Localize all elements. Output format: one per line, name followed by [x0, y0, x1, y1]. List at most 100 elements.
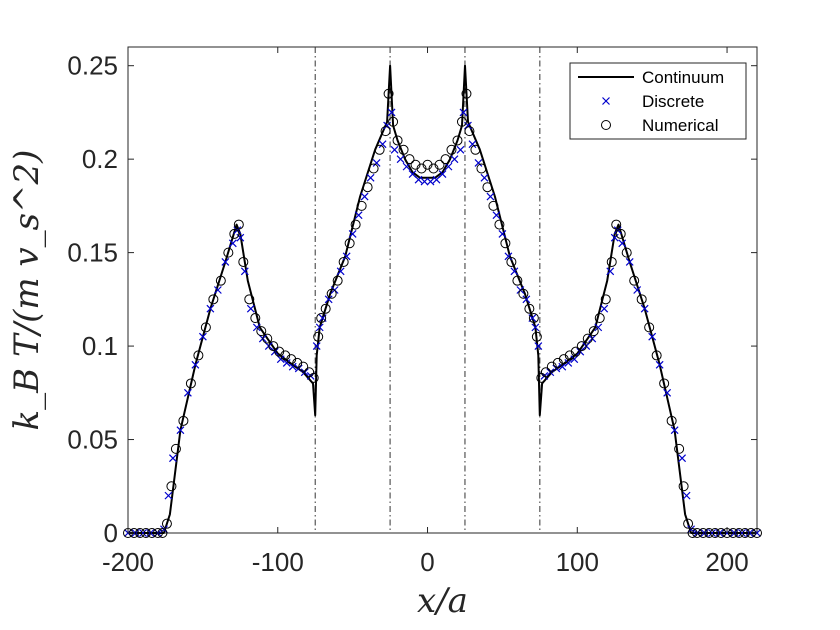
discrete-mark-stroke: [312, 342, 321, 351]
discrete-mark-stroke: [678, 454, 687, 463]
discrete-point: [336, 267, 345, 276]
discrete-mark-stroke: [390, 145, 399, 154]
discrete-point: [354, 211, 363, 220]
numerical-point: [524, 303, 535, 314]
discrete-mark-stroke: [221, 258, 230, 266]
discrete-point: [655, 360, 664, 369]
numerical-point: [410, 159, 421, 170]
discrete-point: [670, 426, 679, 435]
numerical-point: [683, 518, 694, 529]
y-tick-label: 0.1: [82, 331, 118, 361]
discrete-mark-stroke: [594, 323, 603, 332]
legend-numerical-swatch: [601, 120, 611, 130]
discrete-point: [387, 108, 396, 117]
discrete-mark-stroke: [282, 358, 291, 367]
discrete-mark-stroke: [640, 304, 649, 313]
discrete-mark-stroke: [160, 525, 168, 534]
legend-box: [569, 62, 747, 140]
discrete-point: [492, 211, 501, 220]
discrete-point: [246, 304, 255, 313]
discrete-mark-stroke: [315, 323, 324, 332]
discrete-point: [324, 295, 333, 304]
discrete-mark-stroke: [474, 158, 483, 167]
numerical-point: [383, 88, 394, 99]
discrete-point: [600, 304, 609, 313]
numerical-point: [238, 256, 249, 267]
legend-label-continuum: Continuum: [642, 68, 724, 87]
discrete-mark-stroke: [354, 211, 363, 220]
numerical-point: [512, 275, 523, 286]
numerical-point: [704, 528, 715, 538]
numerical-point: [193, 350, 204, 361]
discrete-mark-stroke: [504, 252, 513, 261]
numerical-point: [666, 415, 677, 426]
discrete-point: [486, 192, 495, 201]
numerical-point: [422, 159, 433, 170]
numerical-point: [540, 367, 551, 378]
numerical-point: [157, 528, 168, 538]
numerical-point: [229, 228, 240, 239]
discrete-point: [606, 267, 615, 276]
numerical-point: [332, 275, 343, 286]
numerical-point: [518, 288, 529, 299]
discrete-point: [480, 173, 489, 182]
numerical-point: [692, 528, 703, 538]
numerical-point: [456, 116, 467, 127]
discrete-mark-stroke: [378, 140, 387, 149]
discrete-point: [414, 175, 423, 184]
numerical-point: [710, 528, 721, 538]
discrete-mark-stroke: [687, 525, 696, 534]
discrete-point: [282, 358, 291, 367]
numerical-point: [552, 357, 563, 368]
discrete-point: [164, 491, 173, 500]
discrete-mark-stroke: [228, 239, 237, 248]
discrete-mark-stroke: [324, 295, 333, 304]
discrete-mark-stroke: [183, 388, 192, 397]
numerical-point: [636, 294, 647, 305]
discrete-point: [236, 233, 245, 242]
numerical-point: [644, 322, 655, 333]
discrete-mark-stroke: [366, 173, 375, 182]
discrete-point: [198, 332, 207, 341]
numerical-point: [326, 288, 337, 299]
numerical-point: [152, 528, 163, 538]
discrete-mark-stroke: [360, 192, 369, 201]
discrete-mark-stroke: [534, 342, 543, 351]
numerical-point: [280, 350, 291, 361]
discrete-point: [312, 342, 321, 351]
numerical-point: [298, 361, 309, 372]
discrete-mark-stroke: [633, 286, 642, 294]
discrete-point: [522, 295, 531, 304]
numerical-point: [344, 238, 355, 249]
discrete-point: [160, 525, 168, 534]
discrete-point: [534, 342, 543, 351]
discrete-point: [633, 286, 642, 294]
numerical-point: [558, 354, 569, 365]
discrete-mark-stroke: [456, 145, 465, 154]
legend: Continuum Discrete Numerical: [569, 62, 747, 140]
discrete-mark-stroke: [191, 360, 200, 369]
discrete-point: [682, 491, 691, 500]
discrete-point: [648, 332, 657, 341]
discrete-point: [594, 323, 603, 332]
legend-discrete-swatch: [602, 97, 610, 105]
numerical-point: [244, 294, 255, 305]
discrete-point: [378, 140, 387, 149]
discrete-mark-stroke: [414, 175, 423, 184]
y-tick-label: 0.25: [67, 51, 118, 81]
discrete-mark-stroke: [522, 295, 531, 304]
numerical-point: [629, 275, 640, 286]
discrete-mark-stroke: [164, 491, 173, 500]
discrete-point: [396, 155, 405, 164]
discrete-point: [366, 173, 375, 182]
numerical-point: [674, 443, 685, 454]
numerical-point: [316, 313, 327, 324]
discrete-point: [206, 304, 215, 313]
numerical-point: [615, 228, 626, 239]
numerical-point: [606, 256, 617, 267]
discrete-mark-stroke: [570, 355, 579, 364]
discrete-mark-stroke: [240, 267, 249, 276]
discrete-mark-stroke: [510, 267, 519, 276]
numerical-point: [446, 144, 457, 155]
y-tick-labels: 0 0.05 0.1 0.15 0.2 0.25: [67, 51, 118, 548]
